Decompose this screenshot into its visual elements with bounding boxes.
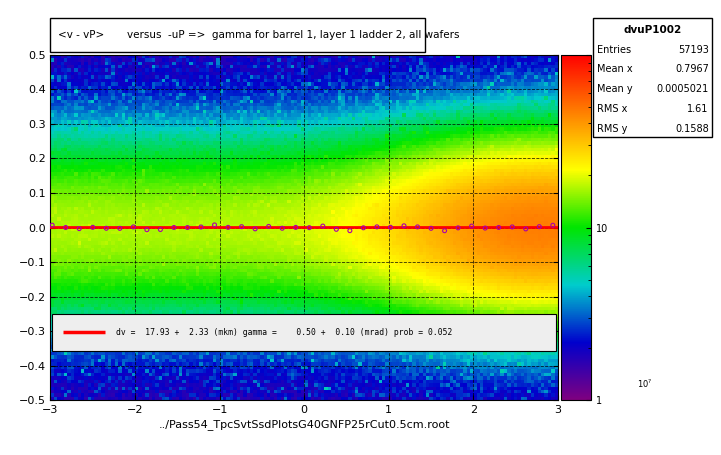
Text: 0.1588: 0.1588	[675, 124, 709, 134]
Text: 0.7967: 0.7967	[675, 65, 709, 75]
Text: RMS x: RMS x	[597, 104, 627, 114]
Text: 10$^{?}$: 10$^{?}$	[637, 378, 653, 390]
Text: Mean x: Mean x	[597, 65, 632, 75]
Point	[479, 224, 491, 232]
Text: 10: 10	[637, 65, 650, 75]
Point	[452, 224, 464, 232]
Point	[534, 223, 545, 230]
Point	[317, 222, 329, 230]
Point	[385, 224, 397, 231]
Point	[520, 225, 531, 233]
Point	[60, 224, 71, 231]
Text: dv =  17.93 +  2.33 (mkm) gamma =    0.50 +  0.10 (mrad) prob = 0.052: dv = 17.93 + 2.33 (mkm) gamma = 0.50 + 0…	[116, 328, 453, 337]
Point	[276, 225, 288, 232]
Point	[425, 225, 437, 232]
Point	[168, 224, 180, 231]
Point	[74, 225, 85, 232]
Point	[100, 225, 112, 232]
Text: 0.0005021: 0.0005021	[657, 84, 709, 94]
X-axis label: ../Pass54_TpcSvtSsdPlotsG40GNFP25rCut0.5cm.root: ../Pass54_TpcSvtSsdPlotsG40GNFP25rCut0.5…	[159, 420, 450, 430]
Point	[466, 222, 477, 230]
Point	[249, 225, 261, 233]
Point	[46, 222, 58, 229]
Text: dvuP1002: dvuP1002	[624, 25, 682, 35]
Point	[506, 223, 518, 231]
Point	[209, 221, 221, 228]
Point	[263, 223, 275, 230]
Text: 1.61: 1.61	[687, 104, 709, 114]
Point	[87, 224, 99, 231]
Point	[141, 226, 153, 233]
Text: Entries: Entries	[597, 45, 631, 55]
Point	[236, 223, 247, 230]
Point	[182, 224, 193, 231]
Point	[330, 226, 342, 233]
Point	[154, 226, 166, 233]
Point	[344, 227, 355, 234]
Point	[493, 224, 505, 231]
Text: Mean y: Mean y	[597, 84, 632, 94]
Point	[195, 223, 207, 231]
Text: 57193: 57193	[678, 45, 709, 55]
Point	[290, 224, 301, 231]
Point	[398, 222, 410, 229]
Text: RMS y: RMS y	[597, 124, 627, 134]
Point	[439, 227, 451, 234]
Text: <v - vP>       versus  -uP =>  gamma for barrel 1, layer 1 ladder 2, all wafers: <v - vP> versus -uP => gamma for barrel …	[58, 30, 459, 40]
Point	[547, 222, 559, 229]
Point	[304, 224, 315, 231]
Point	[371, 223, 383, 231]
Point	[222, 224, 234, 231]
Point	[358, 224, 369, 232]
Bar	[52, 314, 556, 351]
Point	[412, 223, 423, 231]
Point	[114, 225, 125, 232]
Point	[128, 223, 139, 231]
